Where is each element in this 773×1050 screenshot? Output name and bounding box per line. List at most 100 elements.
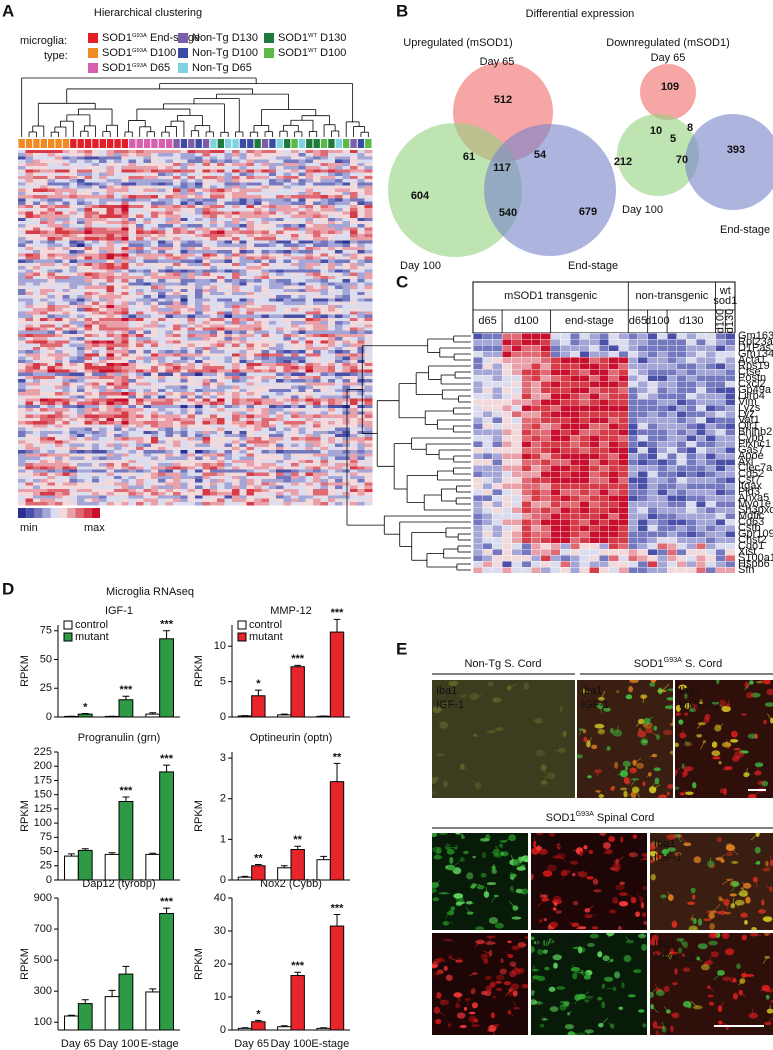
heatmap-cell bbox=[209, 298, 218, 302]
heatmap-cell bbox=[320, 353, 329, 357]
heatmap-cell bbox=[261, 243, 270, 248]
heatmap-cell bbox=[239, 430, 247, 435]
heatmap-cell bbox=[202, 217, 211, 222]
heatmap-cell bbox=[69, 253, 78, 257]
heatmap-cell bbox=[47, 243, 56, 248]
heatmap-cell bbox=[357, 288, 365, 293]
heatmap-cell bbox=[121, 333, 129, 338]
heatmap-cell bbox=[254, 221, 262, 225]
heatmap-cell bbox=[25, 414, 34, 419]
heatmap-cell bbox=[298, 224, 306, 228]
heatmap-cell bbox=[47, 237, 56, 241]
heatmap-cell bbox=[342, 346, 351, 351]
heatmap-cell bbox=[47, 382, 56, 386]
heatmap-cell bbox=[313, 417, 321, 422]
heatmap-cell bbox=[202, 195, 211, 199]
heatmap-cell bbox=[128, 359, 137, 364]
heatmap-cell bbox=[335, 369, 343, 373]
heatmap-cell bbox=[40, 221, 48, 225]
heatmap-cell bbox=[32, 282, 41, 286]
heatmap-cell bbox=[254, 440, 262, 444]
heatmap-cell bbox=[25, 443, 34, 448]
heatmap-cell bbox=[172, 463, 181, 467]
heatmap-cell bbox=[143, 463, 152, 467]
heatmap-cell bbox=[128, 421, 137, 425]
heatmap-cell bbox=[25, 159, 34, 164]
heatmap-cell bbox=[91, 434, 100, 438]
heatmap-cell bbox=[276, 398, 284, 403]
heatmap-cell bbox=[195, 359, 203, 364]
heatmap-cell bbox=[106, 314, 115, 319]
heatmap-cell bbox=[69, 279, 78, 283]
heatmap-cell bbox=[231, 440, 240, 444]
heatmap-cell bbox=[327, 211, 336, 215]
heatmap-cell bbox=[320, 359, 329, 364]
heatmap-cell bbox=[187, 443, 196, 448]
heatmap-cell bbox=[158, 337, 166, 341]
heatmap-cell bbox=[298, 240, 306, 244]
heatmap-cell bbox=[195, 172, 203, 177]
heatmap-cell bbox=[84, 204, 93, 209]
heatmap-cell bbox=[305, 317, 314, 322]
heatmap-cell bbox=[298, 446, 306, 451]
heatmap-cell bbox=[195, 188, 203, 193]
heatmap-cell bbox=[320, 459, 329, 464]
heatmap-cell bbox=[121, 188, 129, 193]
heatmap-cell bbox=[217, 227, 225, 231]
heatmap-cell bbox=[25, 204, 34, 209]
heatmap-cell bbox=[268, 198, 277, 202]
heatmap-cell bbox=[357, 179, 365, 183]
heatmap-cell bbox=[150, 182, 159, 186]
heatmap-cell bbox=[158, 279, 166, 283]
heatmap-cell bbox=[246, 363, 255, 367]
heatmap-cell bbox=[239, 379, 247, 383]
heatmap-cell bbox=[305, 217, 314, 222]
heatmap-cell bbox=[276, 214, 284, 219]
heatmap-cell bbox=[231, 240, 240, 244]
heatmap-cell bbox=[239, 417, 247, 422]
heatmap-cell bbox=[77, 401, 85, 406]
heatmap-cell bbox=[54, 372, 63, 377]
heatmap-cell bbox=[320, 150, 329, 154]
heatmap-cell bbox=[158, 421, 166, 425]
heatmap-cell bbox=[320, 308, 329, 312]
heatmap-cell bbox=[172, 237, 181, 241]
heatmap-cell bbox=[143, 450, 152, 454]
heatmap-cell bbox=[283, 311, 292, 315]
heatmap-cell bbox=[327, 156, 336, 160]
heatmap-cell bbox=[136, 159, 144, 164]
heatmap-cell bbox=[224, 240, 233, 244]
heatmap-cell bbox=[106, 337, 115, 341]
heatmap-cell bbox=[40, 346, 48, 351]
heatmap-cell bbox=[121, 224, 129, 228]
heatmap-cell bbox=[165, 463, 174, 467]
heatmap-cell bbox=[195, 262, 203, 267]
heatmap-cell bbox=[99, 175, 107, 180]
heatmap-cell bbox=[298, 372, 306, 377]
heatmap-cell bbox=[231, 421, 240, 425]
heatmap-cell bbox=[113, 308, 122, 312]
heatmap-cell bbox=[320, 417, 329, 422]
heatmap-cell bbox=[150, 308, 159, 312]
heatmap-cell bbox=[180, 379, 188, 383]
heatmap-cell bbox=[128, 453, 137, 457]
heatmap-cell bbox=[313, 443, 321, 448]
heatmap-cell bbox=[246, 324, 255, 328]
heatmap-cell bbox=[268, 169, 277, 173]
heatmap-cell bbox=[364, 237, 373, 241]
heatmap-cell bbox=[290, 256, 299, 261]
heatmap-cell bbox=[54, 456, 63, 461]
heatmap-cell bbox=[143, 324, 152, 328]
heatmap-cell bbox=[40, 195, 48, 199]
heatmap-cell bbox=[209, 275, 218, 280]
heatmap-cell bbox=[69, 359, 78, 364]
heatmap-cell bbox=[128, 279, 137, 283]
heatmap-cell bbox=[349, 288, 358, 293]
heatmap-cell bbox=[276, 324, 284, 328]
heatmap-cell bbox=[106, 240, 115, 244]
heatmap-cell bbox=[335, 385, 343, 390]
heatmap-cell bbox=[231, 179, 240, 183]
heatmap-cell bbox=[106, 343, 115, 348]
heatmap-cell bbox=[18, 437, 26, 441]
heatmap-cell bbox=[246, 150, 255, 154]
